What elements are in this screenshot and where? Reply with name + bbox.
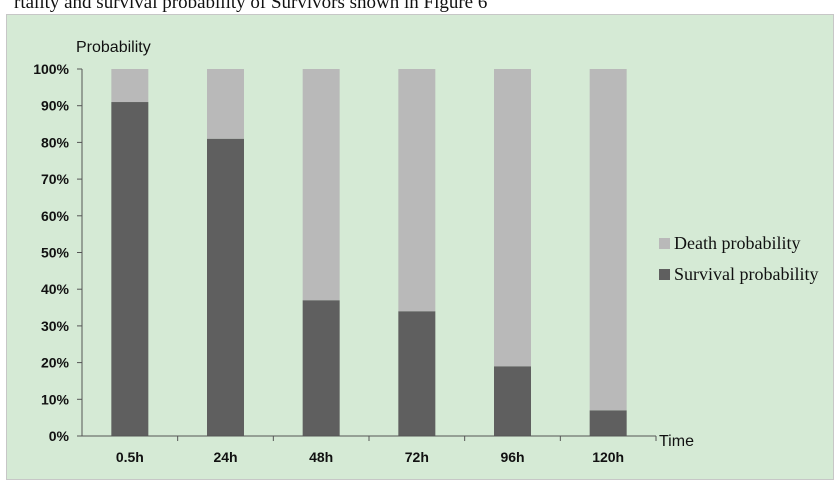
y-tick-label: 40% (41, 281, 70, 297)
bar-survival-48h (302, 300, 340, 436)
x-tick-label: 96h (500, 449, 524, 465)
bar-survival-72h (398, 311, 436, 436)
y-ticks-group: 0% 10% 20% 30% 40% 50% 60% 70% 80% 90% 100% (33, 61, 82, 444)
x-tick-label: 24h (213, 449, 237, 465)
y-tick-label: 70% (41, 171, 70, 187)
legend-label-death: Death probability (674, 233, 800, 253)
x-tick-label: 120h (592, 449, 624, 465)
y-tick-label: 60% (41, 208, 70, 224)
legend: Death probability Survival probability (659, 233, 818, 284)
bar-survival-120h (589, 410, 627, 436)
y-tick-label: 50% (41, 245, 70, 261)
x-ticks-group: 0.5h 24h 48h 72h 96h 120h (116, 436, 657, 465)
y-tick-label: 30% (41, 318, 70, 334)
y-tick-label: 10% (41, 391, 70, 407)
bar-death-96h (494, 69, 531, 367)
bars-group (111, 69, 627, 437)
x-tick-label: 0.5h (116, 449, 144, 465)
bar-death-48h (302, 69, 340, 301)
bar-death-120h (589, 69, 627, 411)
legend-label-survival: Survival probability (674, 264, 818, 284)
bar-death-0.5h (111, 69, 149, 103)
y-axis-title: Probability (76, 39, 151, 56)
x-axis-title: Time (659, 433, 694, 450)
x-tick-label: 48h (309, 449, 333, 465)
x-tick-label: 72h (405, 449, 429, 465)
legend-swatch-survival (659, 269, 670, 280)
y-tick-label: 0% (49, 428, 70, 444)
y-tick-label: 80% (41, 134, 70, 150)
bar-death-72h (398, 69, 436, 312)
bar-death-24h (207, 69, 244, 139)
legend-swatch-death (659, 238, 670, 249)
y-tick-label: 20% (41, 355, 70, 371)
y-tick-label: 100% (33, 61, 69, 77)
bar-survival-24h (207, 138, 244, 437)
bar-survival-0.5h (111, 102, 149, 436)
bar-survival-96h (494, 366, 531, 436)
y-tick-label: 90% (41, 98, 70, 114)
caption-fragment: rtality and survival probability of Surv… (14, 0, 488, 13)
